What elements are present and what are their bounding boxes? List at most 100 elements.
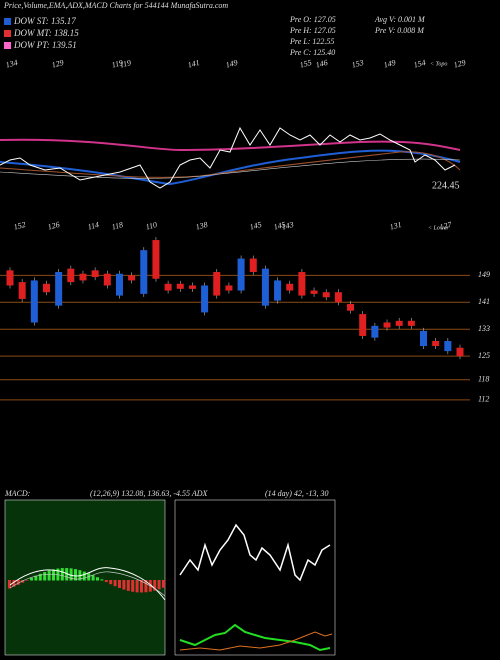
candle: [140, 250, 148, 294]
hist-bar: [162, 580, 165, 588]
candle: [237, 258, 245, 291]
stat: Pre V: 0.008 M: [374, 26, 425, 35]
hist-bar: [52, 569, 55, 581]
candle: [395, 320, 403, 326]
candle: [420, 330, 428, 347]
candle: [67, 268, 75, 283]
candle: [432, 341, 440, 347]
top-label: 154: [413, 58, 427, 70]
legend-swatch: [4, 42, 11, 49]
topo-label: < Topo: [430, 61, 447, 67]
y-tick-label: 149: [478, 270, 490, 279]
candle: [152, 240, 160, 279]
y-tick-label: 141: [478, 297, 490, 306]
hist-bar: [144, 580, 148, 593]
y-tick-label: 133: [478, 324, 490, 333]
legend-swatch: [4, 18, 11, 25]
top-label: 134: [5, 58, 19, 70]
hist-bar: [122, 580, 126, 590]
hist-bar: [153, 580, 157, 591]
candle: [261, 268, 269, 306]
adx-line: [179, 523, 331, 582]
stat: Pre L: 122.55: [289, 37, 334, 46]
hist-bar: [21, 580, 25, 583]
hist-bar: [100, 579, 104, 581]
candle: [322, 292, 330, 298]
macd-label: MACD:: [4, 489, 31, 498]
stat: Pre H: 127.05: [289, 26, 336, 35]
hist-bar: [126, 580, 130, 591]
hist-bar: [157, 580, 161, 590]
y-tick-label: 125: [478, 351, 490, 360]
top-label: 155: [299, 58, 313, 70]
chart-title: Price,Volume,EMA,ADX,MACD Charts for 544…: [3, 1, 228, 10]
mid-label: 110: [145, 220, 158, 232]
price-line: [0, 126, 456, 189]
candle: [274, 280, 282, 301]
candle: [42, 283, 50, 293]
hist-bar: [96, 577, 99, 581]
top-label: 129: [453, 58, 467, 70]
hist-bar: [118, 580, 121, 589]
di-minus: [179, 631, 333, 651]
hist-bar: [12, 580, 16, 587]
adx-values: (14 day) 42, -13, 30: [265, 489, 329, 498]
candle: [225, 285, 233, 291]
candle: [201, 285, 209, 313]
candle: [115, 273, 123, 296]
y-tick-label: 112: [478, 395, 489, 404]
hist-bar: [8, 580, 11, 589]
candle: [286, 283, 294, 291]
mid-label: 114: [87, 220, 100, 232]
adx-panel: [174, 499, 336, 656]
top-label: 119: [119, 58, 132, 70]
mid-label: 152: [13, 220, 27, 232]
hist-bar: [109, 580, 113, 585]
hist-bar: [104, 580, 108, 583]
hist-bar: [34, 575, 38, 581]
candle: [176, 283, 184, 289]
hist-bar: [47, 570, 51, 581]
candle: [444, 341, 452, 352]
lower-label: < Lower: [428, 225, 450, 231]
candle: [371, 325, 379, 338]
hist-bar: [140, 580, 143, 593]
candle: [79, 273, 87, 281]
last-value: 224.45: [432, 180, 460, 191]
hist-bar: [91, 575, 95, 581]
hist-bar: [113, 580, 117, 587]
mid-label: 118: [111, 220, 124, 232]
mid-label: 138: [195, 220, 209, 232]
hist-bar: [30, 577, 33, 581]
top-label: 129: [51, 58, 65, 70]
mid-label: 143: [281, 220, 295, 232]
candle: [55, 272, 63, 306]
signal-line: [9, 571, 166, 597]
mid-label: 127: [439, 220, 454, 232]
hist-bar: [131, 580, 135, 592]
candle: [298, 272, 306, 296]
hist-bar: [25, 580, 29, 581]
stat: Pre C: 125.40: [289, 48, 335, 57]
hist-bar: [135, 580, 139, 593]
candle: [128, 275, 136, 281]
mid-label: 145: [273, 220, 287, 232]
macd-line: [9, 567, 166, 601]
ma-long: [0, 138, 461, 152]
legend-label: DOW PT: 139.51: [13, 40, 77, 50]
candle: [383, 322, 391, 328]
hist-bar: [16, 580, 20, 585]
ma-pt: [0, 158, 461, 179]
hist-bar: [65, 568, 69, 581]
legend-label: DOW MT: 138.15: [13, 28, 79, 38]
di-plus: [179, 623, 331, 652]
candle: [6, 270, 14, 286]
top-label: 149: [225, 58, 239, 70]
candle: [359, 314, 367, 336]
candle: [310, 290, 318, 294]
mid-label: 126: [47, 220, 61, 232]
candle: [334, 292, 342, 303]
candle: [188, 285, 196, 289]
candle: [18, 282, 26, 299]
